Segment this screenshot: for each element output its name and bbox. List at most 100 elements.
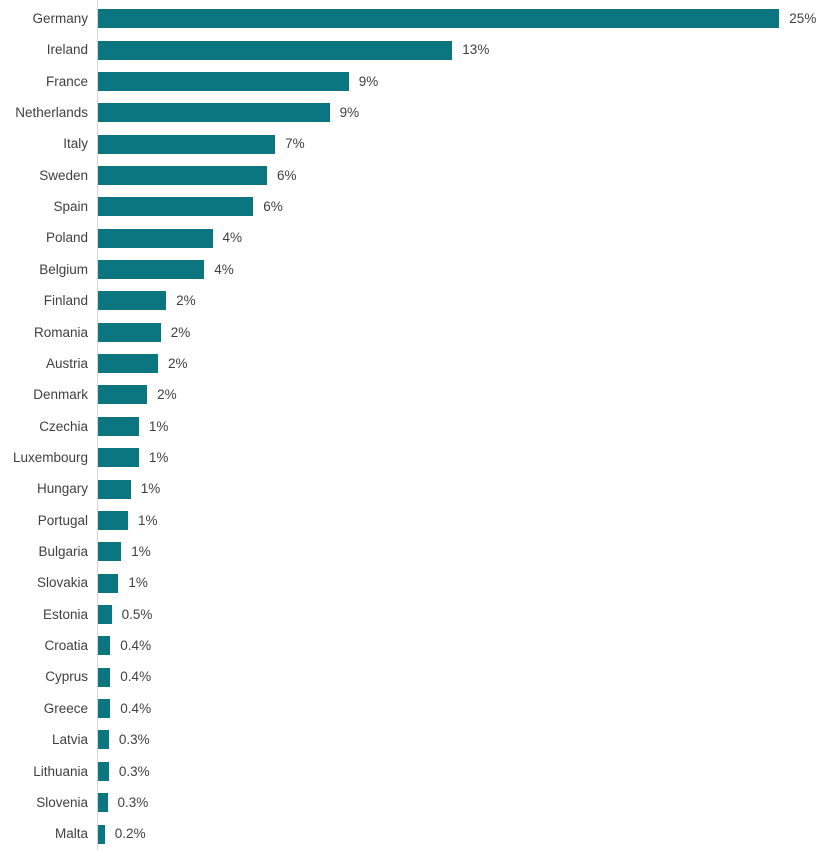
bar-area: 1% bbox=[98, 567, 821, 598]
category-label: Slovakia bbox=[36, 575, 88, 591]
value-label: 2% bbox=[176, 293, 196, 309]
bar bbox=[98, 573, 119, 593]
bar-row: Lithuania 0.3% bbox=[0, 756, 821, 787]
bar-row: Greece 0.4% bbox=[0, 693, 821, 724]
bar-area: 0.3% bbox=[98, 787, 821, 818]
category-label: Portugal bbox=[37, 512, 88, 528]
bar bbox=[98, 824, 105, 844]
category-label: Denmark bbox=[33, 387, 88, 403]
bar-row: Malta 0.2% bbox=[0, 818, 821, 849]
value-label: 1% bbox=[131, 544, 151, 560]
category-label: Czechia bbox=[39, 418, 88, 434]
bar-area: 6% bbox=[98, 191, 821, 222]
category-label: Bulgaria bbox=[38, 544, 88, 560]
bar-row: Hungary 1% bbox=[0, 473, 821, 504]
bar bbox=[98, 636, 111, 656]
value-label: 0.5% bbox=[121, 606, 153, 622]
bar bbox=[98, 103, 330, 123]
category-label: France bbox=[45, 73, 88, 89]
bar-area: 4% bbox=[98, 254, 821, 285]
category-label: Estonia bbox=[42, 606, 88, 622]
value-label: 1% bbox=[128, 575, 148, 591]
category-label: Poland bbox=[45, 230, 88, 246]
category-label: Spain bbox=[53, 199, 88, 215]
bar bbox=[98, 165, 267, 185]
value-label: 13% bbox=[462, 42, 490, 58]
value-label: 4% bbox=[214, 261, 234, 277]
bar bbox=[98, 761, 109, 781]
value-label: 2% bbox=[170, 324, 191, 340]
bar-row: Austria 2% bbox=[0, 348, 821, 379]
bar-area: 1% bbox=[98, 536, 821, 567]
value-label: 6% bbox=[263, 199, 283, 215]
bar-area: 2% bbox=[98, 285, 821, 316]
value-label: 0.3% bbox=[117, 794, 149, 810]
bar-area: 0.3% bbox=[98, 756, 821, 787]
value-label: 2% bbox=[168, 355, 188, 371]
value-label: 0.3% bbox=[118, 732, 150, 748]
bar-area: 13% bbox=[98, 34, 821, 65]
bar-area: 0.4% bbox=[98, 630, 821, 661]
bar bbox=[98, 730, 109, 750]
bar-row: Finland 2% bbox=[0, 285, 821, 316]
bar-row: Italy 7% bbox=[0, 128, 821, 159]
bar-row: Belgium 4% bbox=[0, 254, 821, 285]
value-label: 0.3% bbox=[118, 763, 150, 779]
bar-area: 9% bbox=[98, 66, 821, 97]
bar bbox=[98, 134, 276, 154]
bar bbox=[98, 510, 128, 530]
bar-row: Germany 25% bbox=[0, 3, 821, 34]
bar-area: 25% bbox=[98, 3, 821, 34]
bar bbox=[98, 9, 780, 29]
category-label: Luxembourg bbox=[12, 449, 88, 465]
bar-row: France 9% bbox=[0, 66, 821, 97]
bar-row: Portugal 1% bbox=[0, 505, 821, 536]
bar-row: Denmark 2% bbox=[0, 379, 821, 410]
bar bbox=[98, 354, 158, 374]
bar bbox=[98, 699, 111, 719]
value-label: 0.4% bbox=[120, 669, 152, 685]
bar-row: Netherlands 9% bbox=[0, 97, 821, 128]
bar-area: 1% bbox=[98, 442, 821, 473]
bar-row: Slovakia 1% bbox=[0, 567, 821, 598]
value-label: 1% bbox=[148, 449, 169, 465]
bar-row: Croatia 0.4% bbox=[0, 630, 821, 661]
bar-row: Ireland 13% bbox=[0, 34, 821, 65]
bar bbox=[98, 197, 254, 217]
category-label: Sweden bbox=[39, 167, 88, 183]
category-label: Germany bbox=[32, 10, 88, 26]
value-label: 0.2% bbox=[114, 826, 146, 842]
bar-row: Luxembourg 1% bbox=[0, 442, 821, 473]
category-label: Slovenia bbox=[36, 794, 88, 810]
bar-area: 1% bbox=[98, 473, 821, 504]
bar-row: Romania 2% bbox=[0, 317, 821, 348]
category-label: Romania bbox=[33, 324, 88, 340]
value-label: 0.4% bbox=[120, 638, 152, 654]
bar bbox=[98, 291, 167, 311]
bar bbox=[98, 667, 111, 687]
category-label: Cyprus bbox=[45, 669, 88, 685]
bar-area: 0.4% bbox=[98, 693, 821, 724]
value-label: 0.4% bbox=[120, 700, 152, 716]
value-label: 1% bbox=[138, 512, 158, 528]
bar-row: Slovenia 0.3% bbox=[0, 787, 821, 818]
bar bbox=[98, 228, 213, 248]
bar bbox=[98, 605, 112, 624]
value-label: 9% bbox=[358, 73, 379, 89]
bar-row: Poland 4% bbox=[0, 223, 821, 254]
bar-area: 2% bbox=[98, 379, 821, 410]
bar-area: 1% bbox=[98, 411, 821, 442]
bar-row: Bulgaria 1% bbox=[0, 536, 821, 567]
bar-area: 0.4% bbox=[98, 662, 821, 693]
bar-area: 0.3% bbox=[98, 724, 821, 755]
value-label: 1% bbox=[140, 481, 161, 497]
category-label: Malta bbox=[54, 826, 88, 842]
value-label: 2% bbox=[157, 387, 177, 403]
bar bbox=[98, 40, 453, 60]
bar-area: 7% bbox=[98, 128, 821, 159]
category-label: Lithuania bbox=[33, 763, 88, 779]
bar-area: 2% bbox=[98, 317, 821, 348]
bar-area: 0.5% bbox=[98, 599, 821, 630]
category-label: Finland bbox=[43, 293, 88, 309]
bar-row: Cyprus 0.4% bbox=[0, 662, 821, 693]
